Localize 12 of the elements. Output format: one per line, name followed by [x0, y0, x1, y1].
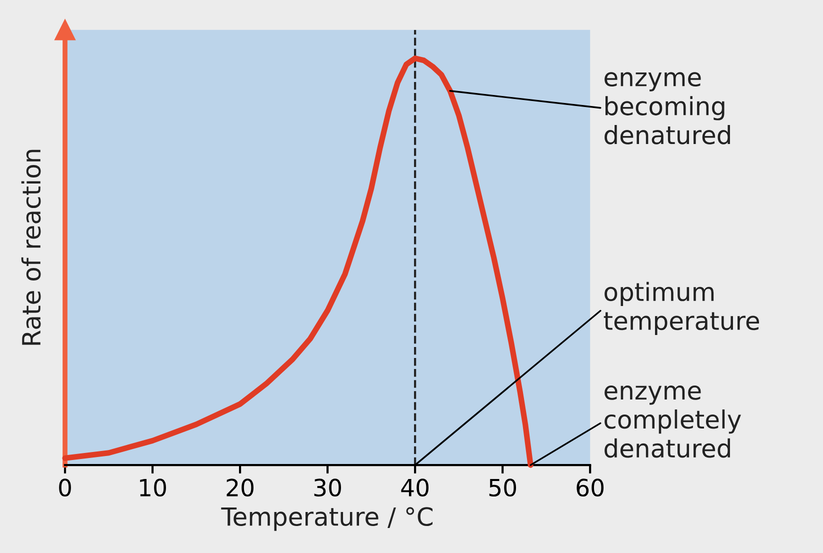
y-axis-title: Rate of reaction	[21, 150, 41, 345]
x-tick-label: 40	[401, 478, 429, 497]
x-tick-label: 60	[576, 478, 604, 497]
x-axis-title: Temperature / °C	[221, 507, 433, 531]
x-tick-label: 10	[140, 478, 166, 497]
annotation: enzyme becoming denatured	[604, 72, 730, 144]
x-tick-label: 20	[226, 478, 254, 497]
annotation: enzyme completely denatured	[604, 386, 741, 458]
annotation: optimum temperature	[604, 282, 760, 335]
x-tick-label: 30	[314, 478, 342, 497]
x-tick-label: 50	[489, 478, 516, 497]
x-tick-label: 0	[59, 478, 71, 497]
